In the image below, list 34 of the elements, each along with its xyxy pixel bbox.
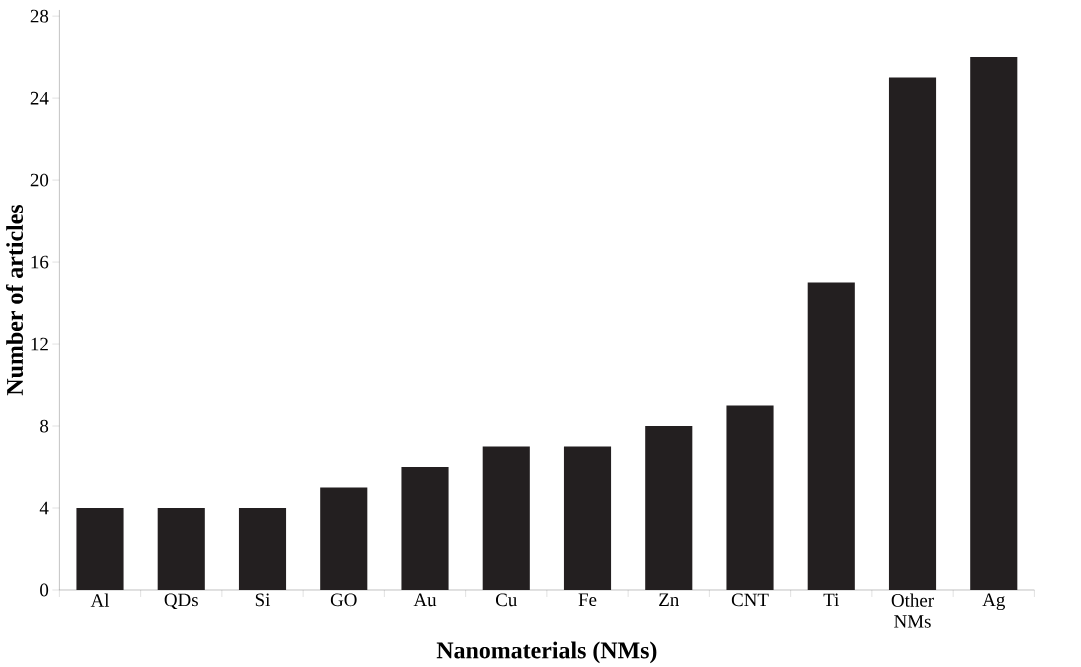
bar [807,282,855,591]
y-tick-label: 20 [30,173,49,187]
bar [238,508,287,591]
bar [726,405,774,591]
x-tick-label: Al [90,593,110,607]
x-axis-title: Nanomaterials (NMs) [436,641,657,664]
x-tick-label: Other NMs [891,593,934,628]
y-tick-label: 0 [40,583,49,597]
x-tick-label: Fe [578,593,597,607]
bar [563,446,612,591]
x-tick-label: GO [330,593,357,607]
y-axis-title: Number of articles [5,205,24,396]
x-tick-label: Ag [982,593,1005,611]
y-tick-label: 16 [31,255,49,269]
x-tick-label: QDs [164,593,198,610]
y-tick-label: 8 [40,419,49,433]
x-tick-label: Cu [496,593,517,607]
x-tick-label: Si [255,593,271,607]
bar [482,446,530,591]
y-tick-label: 24 [30,92,49,105]
y-tick-label: 12 [31,337,48,351]
y-tick-label: 4 [39,501,49,515]
bar [970,57,1018,591]
y-tick-label: 28 [30,9,49,23]
bar [645,426,693,591]
bar [76,508,124,591]
x-tick-label: Ti [823,593,839,607]
bar [401,467,449,591]
bar [320,487,368,591]
x-tick-label: CNT [731,593,769,607]
x-tick-label: Zn [659,593,679,607]
bar [888,77,937,591]
bar [157,508,205,591]
x-tick-label: Au [413,593,437,607]
